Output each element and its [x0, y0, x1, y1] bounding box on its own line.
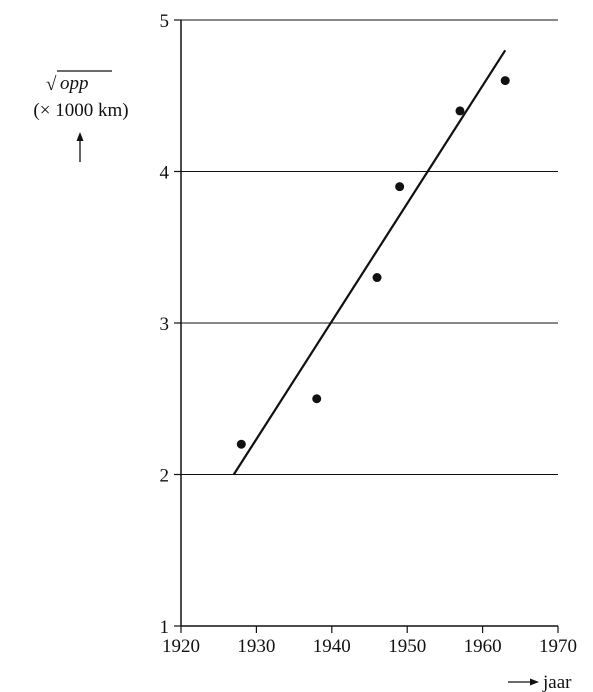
x-tick-label-1920: 1920 — [162, 636, 200, 657]
x-label-text: jaar — [542, 672, 572, 692]
ticks: 1 2 3 4 5 1920 1930 1940 1950 1960 1970 — [160, 11, 578, 657]
y-tick-label-4: 4 — [160, 163, 170, 184]
x-tick-label-1940: 1940 — [313, 636, 351, 657]
y-label-unit: (× 1000 km) — [33, 100, 128, 121]
data-point-4 — [395, 182, 405, 192]
y-axis-label: √ opp (× 1000 km) — [33, 70, 129, 162]
grid-lines — [181, 19, 558, 476]
y-label-root-symbol: √ — [46, 74, 57, 95]
data-point-5 — [455, 106, 465, 116]
x-axis-label: jaar — [508, 672, 572, 692]
trend-line-group — [232, 49, 507, 476]
data-point-1 — [236, 439, 246, 449]
y-tick-label-2: 2 — [160, 466, 170, 487]
x-tick-label-1950: 1950 — [388, 636, 426, 657]
data-points — [236, 76, 510, 449]
right-arrow-icon — [508, 678, 539, 686]
data-point-2 — [312, 394, 322, 404]
x-tick-label-1960: 1960 — [464, 636, 502, 657]
y-label-variable: opp — [60, 73, 89, 94]
x-tick-label-1970: 1970 — [539, 636, 577, 657]
x-tick-label-1930: 1930 — [237, 636, 275, 657]
up-arrow-icon — [76, 132, 84, 162]
data-point-3 — [372, 273, 382, 283]
trend-line — [232, 49, 507, 476]
data-point-6 — [500, 76, 510, 86]
y-tick-label-1: 1 — [160, 617, 170, 638]
y-tick-label-3: 3 — [160, 314, 170, 335]
y-tick-label-5: 5 — [160, 11, 170, 32]
